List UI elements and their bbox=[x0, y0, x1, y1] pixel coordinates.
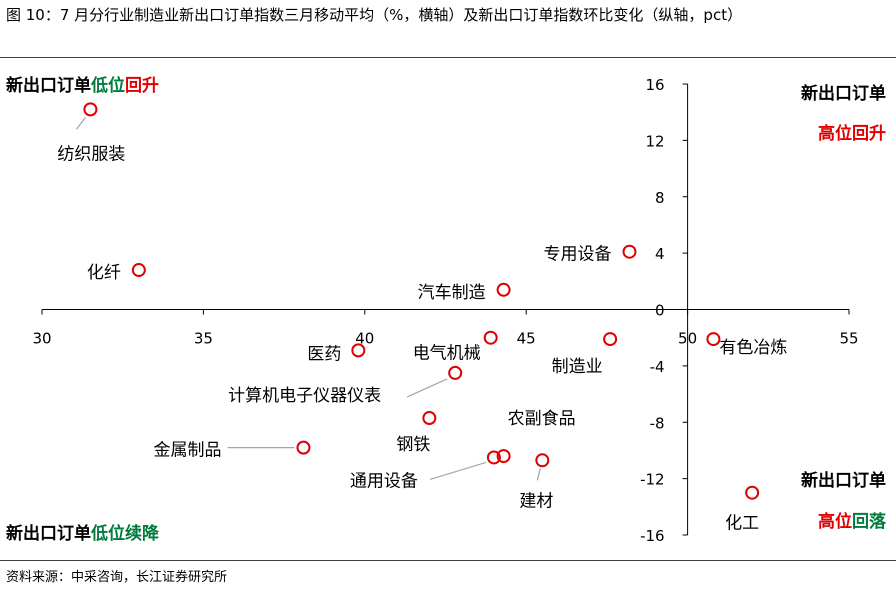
leader-line bbox=[536, 468, 541, 481]
x-tick-label: 45 bbox=[517, 330, 536, 348]
point-label: 通用设备 bbox=[350, 471, 418, 491]
point-marker bbox=[622, 244, 637, 259]
point-marker bbox=[131, 263, 146, 278]
point-marker bbox=[483, 330, 498, 345]
y-tick-label: 12 bbox=[646, 132, 665, 150]
x-tick-label: 55 bbox=[839, 330, 858, 348]
point-marker bbox=[422, 411, 437, 426]
quadrant-top-left: 新出口订单低位回升 bbox=[6, 75, 159, 96]
quadrant-bottom-right-red: 高位 bbox=[818, 511, 852, 532]
y-tick-label: 4 bbox=[655, 245, 665, 263]
figure-title: 图 10：7 月分行业制造业新出口订单指数三月移动平均（%，横轴）及新出口订单指… bbox=[6, 6, 743, 24]
y-tick-label: 16 bbox=[646, 76, 665, 94]
quadrant-bottom-right-line1: 新出口订单 bbox=[801, 470, 886, 491]
x-tick-label: 50 bbox=[678, 330, 697, 348]
x-tick-label: 35 bbox=[194, 330, 213, 348]
point-label: 化工 bbox=[725, 514, 759, 534]
quadrant-top-left-red: 回升 bbox=[125, 76, 159, 96]
y-tick-label: -12 bbox=[640, 471, 665, 489]
y-tick-label: 0 bbox=[655, 302, 665, 320]
title-rule bbox=[0, 57, 896, 58]
data-points bbox=[83, 102, 760, 500]
point-label: 钢铁 bbox=[396, 435, 430, 455]
point-marker bbox=[83, 102, 98, 117]
point-label: 汽车制造 bbox=[418, 283, 486, 303]
quadrant-top-left-green: 低位 bbox=[90, 75, 125, 96]
point-label: 建材 bbox=[519, 491, 553, 511]
point-marker bbox=[351, 343, 366, 358]
x-tick-label: 40 bbox=[355, 330, 374, 348]
quadrant-top-right-line1: 新出口订单 bbox=[801, 83, 886, 104]
y-tick-label: 8 bbox=[655, 189, 665, 207]
point-label: 金属制品 bbox=[153, 441, 221, 461]
point-marker bbox=[706, 332, 721, 347]
point-marker bbox=[603, 332, 618, 347]
point-label: 农副食品 bbox=[508, 409, 576, 429]
quadrant-bottom-left-green: 低位续降 bbox=[90, 523, 160, 544]
leader-line bbox=[75, 117, 86, 130]
point-marker bbox=[448, 365, 463, 380]
x-tick-label: 30 bbox=[32, 330, 51, 348]
point-label: 医药 bbox=[307, 344, 341, 364]
leader-line bbox=[406, 378, 448, 398]
point-marker bbox=[496, 449, 511, 464]
quadrant-bottom-right-line2: 高位回落 bbox=[818, 511, 887, 532]
point-marker bbox=[486, 450, 501, 465]
point-marker bbox=[496, 282, 511, 297]
quadrant-bottom-left: 新出口订单低位续降 bbox=[6, 523, 160, 544]
point-marker bbox=[745, 485, 760, 500]
leader-line bbox=[429, 461, 487, 481]
point-label: 专用设备 bbox=[543, 245, 611, 265]
y-tick-label: -4 bbox=[650, 358, 665, 376]
source-note: 资料来源：中采咨询，长江证券研究所 bbox=[6, 570, 228, 585]
quadrant-bottom-right-green: 回落 bbox=[852, 512, 887, 532]
quadrant-bottom-left-black: 新出口订单 bbox=[6, 523, 91, 544]
quadrant-top-right-line2: 高位回升 bbox=[818, 123, 886, 144]
quadrant-top-left-black: 新出口订单 bbox=[6, 75, 91, 96]
point-marker bbox=[296, 440, 311, 455]
point-label: 化纤 bbox=[87, 263, 121, 283]
point-label: 计算机电子仪器仪表 bbox=[228, 386, 381, 406]
y-tick-label: -16 bbox=[640, 527, 665, 545]
point-label: 有色冶炼 bbox=[719, 338, 787, 358]
source-rule bbox=[0, 560, 896, 561]
y-tick-label: -8 bbox=[650, 414, 665, 432]
point-marker bbox=[535, 453, 550, 468]
point-label: 制造业 bbox=[552, 357, 603, 377]
point-label: 纺织服装 bbox=[57, 144, 125, 164]
point-label: 电气机械 bbox=[413, 344, 481, 364]
leader-lines bbox=[75, 117, 541, 481]
